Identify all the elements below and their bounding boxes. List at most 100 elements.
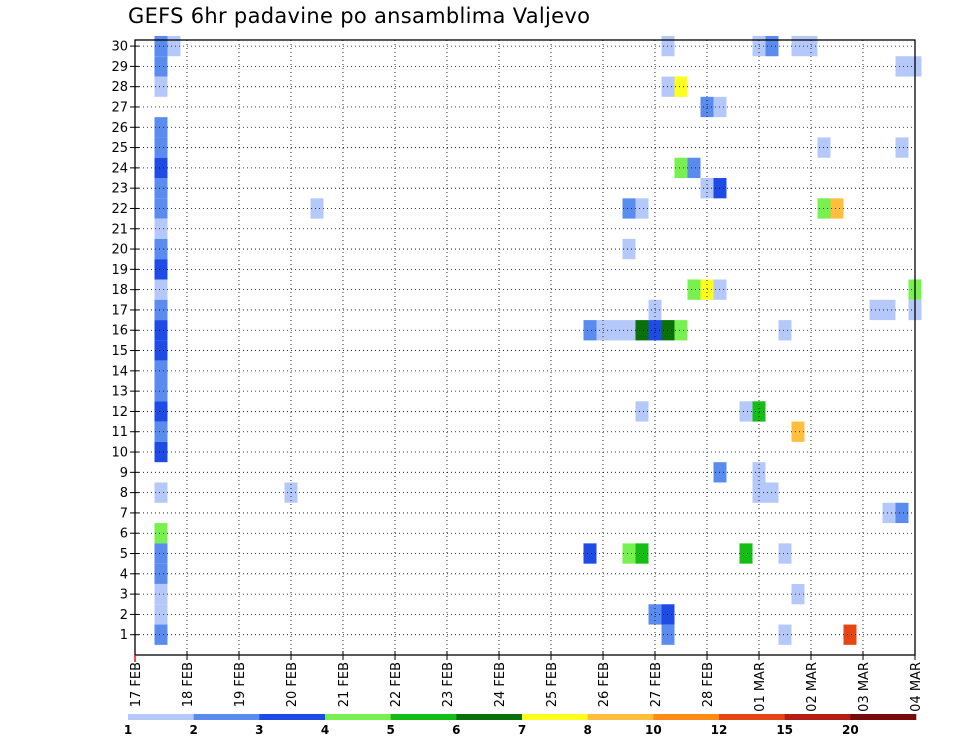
y-tick-label: 23 xyxy=(111,182,128,197)
data-cell xyxy=(635,198,649,219)
data-cell xyxy=(154,340,168,361)
data-cell xyxy=(622,543,636,564)
cells-layer xyxy=(154,35,922,645)
data-cell xyxy=(154,238,168,260)
x-tick-label: 17 FEB xyxy=(129,662,144,707)
x-tick-label: 23 FEB xyxy=(441,662,456,707)
data-cell xyxy=(583,543,597,564)
colorbar-segment xyxy=(259,714,326,720)
data-cell xyxy=(154,259,168,280)
data-cell xyxy=(882,299,896,321)
y-tick-label: 11 xyxy=(111,425,128,440)
colorbar-segment xyxy=(653,714,720,720)
data-cell xyxy=(154,380,168,402)
y-tick-label: 22 xyxy=(111,202,128,217)
x-tick-label: 25 FEB xyxy=(545,662,560,707)
data-cell xyxy=(154,624,168,645)
data-cell xyxy=(154,299,168,321)
data-cell xyxy=(154,604,168,625)
y-tick-label: 28 xyxy=(111,80,128,95)
y-tick-label: 27 xyxy=(111,100,128,115)
data-cell xyxy=(154,360,168,381)
data-cell xyxy=(154,35,168,57)
x-tick-label: 04 MAR xyxy=(909,662,924,712)
data-cell xyxy=(895,502,909,524)
chart-title: GEFS 6hr padavine po ansamblima Valjevo xyxy=(128,4,591,28)
colorbar-label: 12 xyxy=(711,723,728,737)
data-cell xyxy=(622,238,636,260)
data-cell xyxy=(154,56,168,77)
x-tick-label: 28 FEB xyxy=(701,662,716,707)
data-cell xyxy=(882,502,896,524)
data-cell xyxy=(778,624,792,645)
data-cell xyxy=(687,157,701,179)
y-tick-label: 6 xyxy=(120,527,128,542)
x-tick-label: 18 FEB xyxy=(181,662,196,707)
data-cell xyxy=(154,482,168,503)
y-tick-label: 30 xyxy=(111,40,128,55)
y-tick-label: 24 xyxy=(111,161,128,176)
y-tick-label: 7 xyxy=(120,506,128,521)
data-cell xyxy=(154,279,168,300)
y-tick-label: 5 xyxy=(120,547,128,562)
colorbar-label: 2 xyxy=(189,723,197,737)
data-cell xyxy=(154,441,168,463)
y-tick-label: 17 xyxy=(111,303,128,318)
colorbar-label: 3 xyxy=(255,723,263,737)
axis-layer: 1234567891011121314151617181920212223242… xyxy=(111,39,924,712)
x-tick-label: 27 FEB xyxy=(649,662,664,707)
y-tick-label: 20 xyxy=(111,243,128,258)
data-cell xyxy=(154,117,168,138)
data-cell xyxy=(739,543,753,564)
colorbar-segment xyxy=(587,714,654,720)
x-tick-label: 02 MAR xyxy=(805,662,820,712)
y-tick-label: 29 xyxy=(111,60,128,75)
y-tick-label: 21 xyxy=(111,222,128,237)
y-tick-label: 3 xyxy=(120,588,128,603)
data-cell xyxy=(154,178,168,199)
data-cell xyxy=(154,137,168,158)
y-tick-label: 16 xyxy=(111,324,128,339)
data-cell xyxy=(310,198,324,219)
colorbar-label: 15 xyxy=(776,723,793,737)
data-cell xyxy=(674,76,688,97)
data-cell xyxy=(674,320,688,341)
x-tick-label: 26 FEB xyxy=(597,662,612,707)
data-cell xyxy=(843,624,857,645)
colorbar-segment xyxy=(850,714,917,720)
y-tick-label: 2 xyxy=(120,608,128,623)
colorbar-segment xyxy=(128,714,194,720)
data-cell xyxy=(791,35,805,57)
data-cell xyxy=(583,320,597,341)
data-cell xyxy=(167,35,181,57)
data-cell xyxy=(154,320,168,341)
y-tick-label: 15 xyxy=(111,344,128,359)
data-cell xyxy=(154,157,168,179)
data-cell xyxy=(154,563,168,584)
y-tick-label: 13 xyxy=(111,385,128,400)
colorbar-segment xyxy=(719,714,785,720)
data-cell xyxy=(739,401,753,422)
y-tick-label: 12 xyxy=(111,405,128,420)
data-cell xyxy=(791,583,805,605)
data-cell xyxy=(154,401,168,422)
colorbar-segment xyxy=(522,714,588,720)
colorbar-label: 10 xyxy=(645,723,662,737)
data-cell xyxy=(154,421,168,442)
data-cell xyxy=(154,76,168,97)
data-cell xyxy=(154,198,168,219)
data-cell xyxy=(674,157,688,179)
x-tick-label: 21 FEB xyxy=(337,662,352,707)
colorbar-label: 1 xyxy=(124,723,132,737)
x-tick-label: 03 MAR xyxy=(857,662,872,712)
y-tick-label: 4 xyxy=(120,567,128,582)
colorbar-label: 7 xyxy=(518,723,526,737)
data-cell xyxy=(154,218,168,239)
colorbar-label: 6 xyxy=(452,723,460,737)
colorbar-label: 4 xyxy=(321,723,329,737)
y-tick-label: 14 xyxy=(111,364,128,379)
colorbar-label: 5 xyxy=(386,723,394,737)
x-tick-label: 22 FEB xyxy=(389,662,404,707)
data-cell xyxy=(635,320,649,341)
